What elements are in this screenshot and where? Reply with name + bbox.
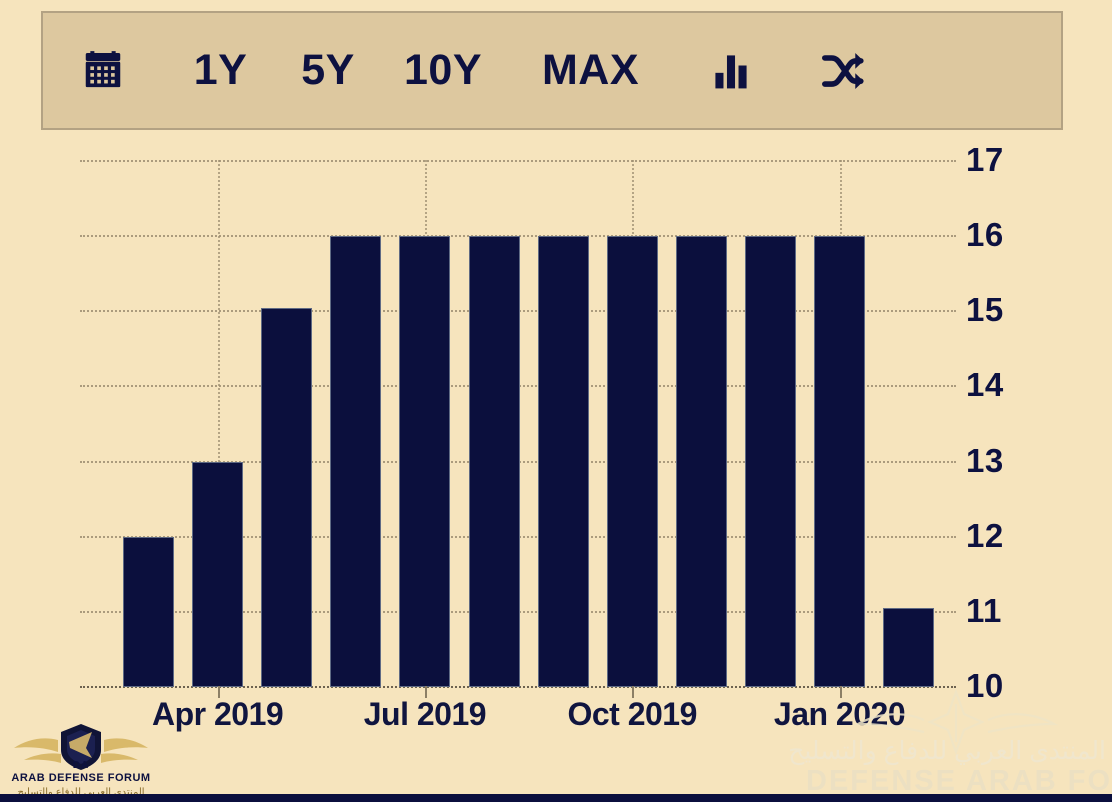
x-axis-tick [632, 686, 635, 698]
y-axis-tick-label: 16 [966, 216, 1004, 254]
chart-toolbar: 1Y 5Y 10Y MAX [41, 11, 1063, 130]
y-axis-tick-label: 13 [966, 441, 1004, 479]
y-axis-tick-label: 14 [966, 366, 1004, 404]
y-axis-tick-label: 17 [966, 141, 1004, 178]
chart-bar[interactable] [606, 236, 658, 687]
bar-chart: 17 16 15 14 13 12 11 10 Apr 2019 Jul 2019 Oct 201… [0, 140, 1112, 802]
shuffle-icon [820, 48, 866, 94]
calendar-button[interactable] [43, 13, 163, 128]
x-axis-tick-label: Jan 2020 [773, 696, 906, 732]
chart-bar[interactable] [123, 536, 174, 687]
chart-bar[interactable] [330, 236, 382, 687]
range-button-5y[interactable]: 5Y [278, 13, 378, 128]
chart-bar[interactable] [192, 461, 244, 687]
x-axis-tick [424, 686, 427, 698]
range-button-max[interactable]: MAX [508, 13, 673, 128]
calendar-icon [80, 48, 126, 94]
bottom-strip [0, 794, 1112, 802]
chart-type-button[interactable] [673, 13, 788, 128]
gridline [80, 235, 956, 238]
y-axis-tick-label: 12 [966, 516, 1004, 554]
y-axis-tick-label: 10 [966, 667, 1004, 704]
y-axis-tick-label: 15 [966, 291, 1004, 329]
range-label-1y: 1Y [193, 46, 248, 94]
chart-bar[interactable] [537, 236, 589, 687]
range-label-5y: 5Y [301, 46, 355, 94]
x-axis-tick [839, 686, 842, 698]
chart-bars [80, 160, 956, 687]
chart-bar[interactable] [399, 236, 451, 687]
range-button-1y[interactable]: 1Y [163, 13, 278, 128]
x-axis-tick-label: Oct 2019 [567, 696, 697, 732]
range-label-10y: 10Y [403, 46, 482, 94]
range-button-10y[interactable]: 10Y [378, 13, 508, 128]
range-label-max: MAX [541, 46, 640, 94]
chart-bar[interactable] [744, 236, 796, 687]
compare-button[interactable] [788, 13, 898, 128]
chart-bar[interactable] [468, 236, 520, 687]
chart-bar[interactable] [883, 608, 935, 687]
y-axis-tick-label: 11 [966, 591, 1002, 629]
bar-chart-icon [709, 49, 753, 93]
chart-bar[interactable] [261, 307, 313, 687]
x-axis-tick-label: Jul 2019 [363, 696, 487, 732]
gridline [80, 160, 956, 162]
x-axis-tick [217, 686, 220, 698]
chart-bar[interactable] [814, 236, 865, 687]
gridline-vertical [217, 160, 220, 686]
chart-baseline [80, 686, 956, 688]
x-axis-tick-label: Apr 2019 [152, 696, 284, 732]
chart-bar[interactable] [675, 236, 727, 687]
